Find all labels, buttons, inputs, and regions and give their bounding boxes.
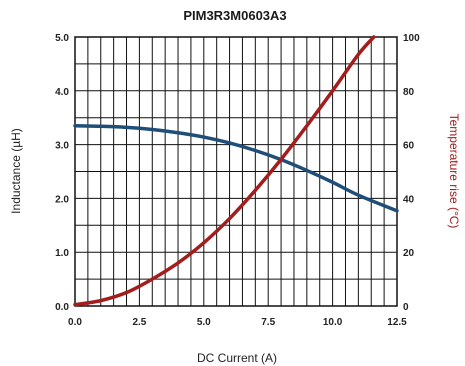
y-tick-label: 5.0 — [55, 33, 69, 44]
x-axis-label: DC Current (A) — [197, 351, 277, 365]
x-tick-label: 10.0 — [323, 317, 343, 328]
inductance-line — [73, 124, 399, 213]
y-tick-label: 0.0 — [55, 302, 69, 313]
y-tick-label: 1.0 — [55, 248, 69, 259]
y2-tick-label: 100 — [403, 33, 420, 44]
temperature-rise-line — [73, 35, 376, 307]
chart-title: PIM3R3M0603A3 — [183, 8, 286, 23]
x-tick-label: 5.0 — [197, 317, 211, 328]
y-axis-label: Inductance (µH) — [9, 128, 23, 214]
grid — [75, 37, 397, 306]
y-tick-label: 2.0 — [55, 194, 69, 205]
y2-tick-label: 80 — [403, 87, 415, 98]
y2-tick-label: 60 — [403, 141, 415, 152]
y2-tick-labels: 0 20 40 60 80 100 — [403, 33, 420, 313]
y2-tick-label: 0 — [403, 302, 409, 313]
x-tick-label: 2.5 — [132, 317, 146, 328]
x-tick-label: 7.5 — [261, 317, 275, 328]
x-tick-label: 12.5 — [387, 317, 407, 328]
series-layer — [73, 35, 399, 307]
plot-frame — [74, 36, 398, 307]
y2-axis-label: Temperature rise (°C) — [447, 114, 461, 229]
plot-border — [74, 36, 398, 307]
y-tick-label: 4.0 — [55, 87, 69, 98]
x-tick-labels: 0.0 2.5 5.0 7.5 10.0 12.5 — [68, 317, 407, 328]
y2-tick-label: 40 — [403, 194, 415, 205]
y2-tick-label: 20 — [403, 248, 415, 259]
y-tick-labels: 0.0 1.0 2.0 3.0 4.0 5.0 — [55, 33, 69, 313]
x-tick-label: 0.0 — [68, 317, 82, 328]
y-tick-label: 3.0 — [55, 141, 69, 152]
